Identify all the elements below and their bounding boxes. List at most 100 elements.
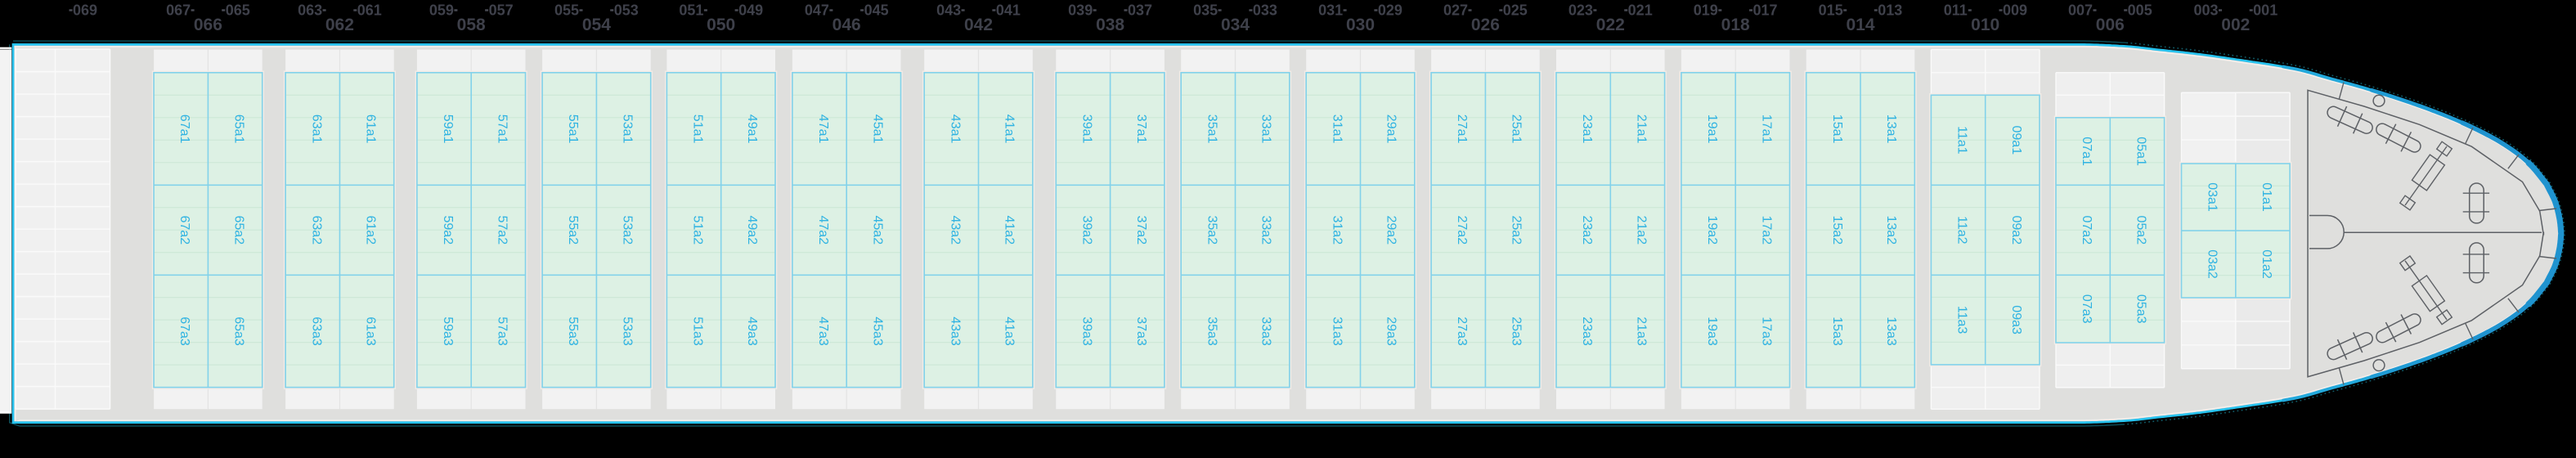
svg-text:062: 062	[325, 16, 354, 34]
svg-text:47a1: 47a1	[816, 114, 830, 144]
svg-text:01a1: 01a1	[2260, 182, 2273, 212]
svg-text:15a1: 15a1	[1830, 114, 1844, 144]
svg-text:67a3: 67a3	[177, 317, 191, 346]
svg-text:021: 021	[1628, 2, 1653, 18]
svg-text:47a3: 47a3	[816, 317, 830, 346]
svg-text:11a1: 11a1	[1955, 126, 1969, 155]
svg-text:55a1: 55a1	[566, 114, 580, 144]
svg-text:65a1: 65a1	[232, 114, 246, 144]
svg-text:19a3: 19a3	[1705, 317, 1719, 346]
svg-text:07a1: 07a1	[2080, 137, 2094, 166]
svg-text:17a1: 17a1	[1759, 114, 1773, 144]
svg-text:21a3: 21a3	[1634, 317, 1648, 346]
svg-text:054: 054	[582, 16, 611, 34]
svg-text:07a2: 07a2	[2080, 216, 2094, 245]
svg-text:13a2: 13a2	[1884, 216, 1898, 245]
svg-text:61a1: 61a1	[364, 114, 378, 144]
svg-text:11a3: 11a3	[1955, 306, 1969, 335]
svg-text:013: 013	[1878, 2, 1902, 18]
svg-text:047: 047	[805, 2, 829, 18]
svg-text:23a1: 23a1	[1580, 114, 1594, 144]
svg-text:31a1: 31a1	[1330, 114, 1344, 144]
svg-text:25a2: 25a2	[1510, 216, 1524, 245]
svg-text:49a3: 49a3	[745, 317, 759, 346]
svg-text:026: 026	[1471, 16, 1500, 34]
svg-text:33a3: 33a3	[1259, 317, 1273, 346]
svg-text:043: 043	[936, 2, 961, 18]
svg-text:63a1: 63a1	[309, 114, 323, 144]
svg-text:039: 039	[1068, 2, 1093, 18]
svg-text:17a2: 17a2	[1759, 216, 1773, 245]
svg-text:31a3: 31a3	[1330, 317, 1344, 346]
svg-text:007: 007	[2068, 2, 2093, 18]
svg-text:09a2: 09a2	[2009, 216, 2023, 245]
svg-text:65a3: 65a3	[232, 317, 246, 346]
svg-text:15a3: 15a3	[1830, 317, 1844, 346]
svg-text:069: 069	[73, 2, 97, 18]
svg-text:57a2: 57a2	[495, 216, 509, 245]
svg-text:59a2: 59a2	[441, 216, 455, 245]
svg-text:009: 009	[2003, 2, 2027, 18]
svg-text:61a3: 61a3	[364, 317, 378, 346]
svg-text:010: 010	[1971, 16, 1999, 34]
svg-text:065: 065	[226, 2, 250, 18]
svg-text:53a1: 53a1	[621, 114, 635, 144]
svg-text:057: 057	[489, 2, 514, 18]
svg-text:29a3: 29a3	[1384, 317, 1398, 346]
svg-text:023: 023	[1568, 2, 1593, 18]
svg-text:055: 055	[554, 2, 579, 18]
svg-text:35a1: 35a1	[1205, 114, 1218, 144]
svg-text:61a2: 61a2	[364, 216, 378, 245]
svg-text:03a1: 03a1	[2206, 182, 2219, 212]
svg-text:41a1: 41a1	[1003, 114, 1016, 144]
svg-text:045: 045	[864, 2, 889, 18]
svg-text:066: 066	[194, 16, 222, 34]
svg-text:09a1: 09a1	[2009, 126, 2023, 155]
svg-text:27a3: 27a3	[1455, 317, 1469, 346]
svg-text:29a2: 29a2	[1384, 216, 1398, 245]
svg-text:47a2: 47a2	[816, 216, 830, 245]
svg-text:058: 058	[457, 16, 486, 34]
svg-text:09a3: 09a3	[2009, 305, 2023, 335]
svg-text:006: 006	[2096, 16, 2125, 34]
svg-text:014: 014	[1846, 16, 1874, 34]
svg-text:015: 015	[1819, 2, 1843, 18]
svg-text:49a2: 49a2	[745, 216, 759, 245]
svg-text:030: 030	[1346, 16, 1375, 34]
svg-text:67a2: 67a2	[177, 216, 191, 245]
svg-text:37a1: 37a1	[1134, 114, 1148, 144]
svg-text:33a2: 33a2	[1259, 216, 1273, 245]
svg-text:034: 034	[1221, 16, 1250, 34]
svg-text:041: 041	[996, 2, 1021, 18]
svg-text:25a3: 25a3	[1510, 317, 1524, 346]
svg-text:067: 067	[166, 2, 191, 18]
svg-text:027: 027	[1443, 2, 1468, 18]
svg-text:025: 025	[1503, 2, 1528, 18]
svg-text:31a2: 31a2	[1330, 216, 1344, 245]
svg-text:23a2: 23a2	[1580, 216, 1594, 245]
svg-text:63a3: 63a3	[309, 317, 323, 346]
svg-text:41a3: 41a3	[1003, 317, 1016, 346]
svg-text:39a2: 39a2	[1079, 216, 1093, 245]
svg-text:17a3: 17a3	[1759, 317, 1773, 346]
svg-text:49a1: 49a1	[745, 114, 759, 144]
svg-text:019: 019	[1694, 2, 1718, 18]
svg-text:19a2: 19a2	[1705, 216, 1719, 245]
svg-text:51a3: 51a3	[691, 317, 705, 346]
svg-text:011: 011	[1944, 2, 1968, 18]
svg-text:05a3: 05a3	[2134, 294, 2148, 324]
svg-text:031: 031	[1318, 2, 1343, 18]
svg-text:07a3: 07a3	[2080, 294, 2094, 324]
svg-text:063: 063	[298, 2, 322, 18]
svg-text:05a1: 05a1	[2134, 137, 2148, 166]
svg-text:45a1: 45a1	[870, 114, 884, 144]
svg-text:061: 061	[357, 2, 382, 18]
svg-text:017: 017	[1752, 2, 1777, 18]
svg-text:035: 035	[1193, 2, 1218, 18]
svg-text:19a1: 19a1	[1705, 114, 1719, 144]
svg-text:037: 037	[1128, 2, 1152, 18]
svg-text:05a2: 05a2	[2134, 216, 2148, 245]
svg-text:43a3: 43a3	[948, 317, 962, 346]
svg-text:038: 038	[1096, 16, 1124, 34]
svg-text:53a2: 53a2	[621, 216, 635, 245]
